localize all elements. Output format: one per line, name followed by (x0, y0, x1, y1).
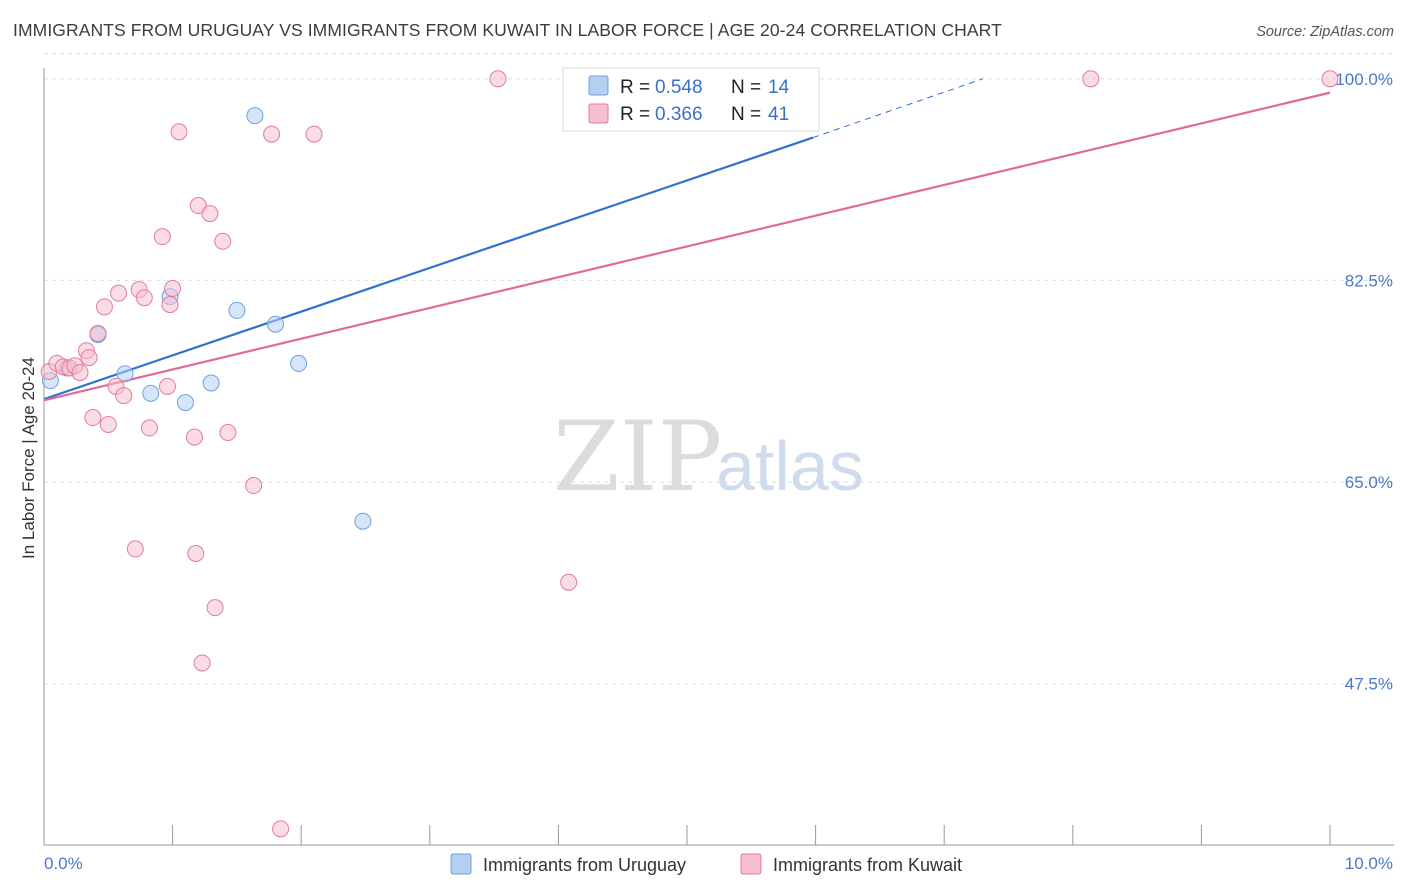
trend-lines (43, 78, 1331, 402)
trend-line-uruguay (43, 136, 814, 401)
legend-n-value-1: 14 (768, 77, 790, 98)
point-kuwait-38 (1082, 70, 1100, 88)
watermark-atlas: atlas (716, 427, 864, 505)
point-uruguay-10 (266, 315, 284, 333)
point-kuwait-7 (80, 349, 98, 367)
y-tick-label-3: 100.0% (1335, 70, 1393, 89)
point-uruguay-3 (116, 365, 134, 383)
point-kuwait-20 (158, 377, 176, 395)
point-kuwait-13 (110, 284, 128, 302)
bottom-legend-label-kuwait: Immigrants from Kuwait (773, 855, 962, 875)
point-kuwait-39 (1321, 70, 1339, 88)
legend-r-value-2: 0.366 (655, 104, 703, 125)
point-kuwait-33 (272, 820, 290, 838)
point-kuwait-10 (95, 298, 113, 316)
source-credit: Source: ZipAtlas.com (1256, 24, 1394, 40)
point-kuwait-22 (164, 280, 182, 297)
point-kuwait-29 (206, 599, 224, 617)
point-uruguay-7 (202, 374, 220, 392)
point-kuwait-9 (89, 324, 107, 342)
legend-n-label-2: N = (731, 104, 761, 125)
point-kuwait-14 (115, 387, 133, 405)
y-tick-labels: 47.5% 65.0% 82.5% 100.0% (1335, 70, 1393, 694)
legend-n-label-1: N = (731, 77, 761, 98)
point-kuwait-37 (560, 573, 578, 591)
point-uruguay-9 (246, 107, 264, 125)
point-uruguay-11 (290, 354, 308, 372)
bottom-legend-swatch-kuwait (740, 853, 762, 875)
point-kuwait-32 (245, 477, 263, 495)
point-kuwait-26 (189, 197, 207, 215)
y-tick-label-1: 65.0% (1345, 473, 1393, 492)
point-kuwait-25 (187, 545, 205, 562)
point-kuwait-15 (126, 540, 144, 558)
y-axis-label: In Labor Force | Age 20-24 (19, 357, 38, 559)
bottom-legend-label-uruguay: Immigrants from Uruguay (483, 855, 686, 875)
bottom-legend: Immigrants from Uruguay Immigrants from … (450, 853, 962, 875)
point-kuwait-34 (263, 125, 281, 143)
legend-box: R = 0.548 N = 14 R = 0.366 N = 41 (562, 67, 820, 132)
point-kuwait-31 (219, 424, 237, 442)
gridlines (44, 52, 1394, 685)
point-kuwait-35 (305, 125, 323, 143)
point-kuwait-28 (201, 205, 219, 223)
axes (43, 68, 1394, 846)
x-tick-label-min: 0.0% (44, 854, 83, 873)
point-kuwait-21 (161, 296, 179, 314)
trend-line-uruguay-extension (812, 78, 983, 139)
x-tick-label-max: 10.0% (1345, 854, 1393, 873)
point-kuwait-27 (193, 654, 211, 672)
point-kuwait-8 (84, 409, 102, 427)
point-kuwait-11 (99, 415, 117, 433)
point-kuwait-23 (170, 123, 188, 141)
y-tick-label-0: 47.5% (1345, 675, 1393, 694)
trend-line-kuwait (43, 91, 1331, 402)
y-tick-label-2: 82.5% (1345, 271, 1393, 290)
legend-r-label-2: R = (620, 104, 650, 125)
legend-n-value-2: 41 (768, 104, 789, 125)
point-uruguay-8 (228, 301, 246, 319)
point-kuwait-17 (135, 289, 153, 307)
chart-title: IMMIGRANTS FROM URUGUAY VS IMMIGRANTS FR… (13, 20, 1002, 40)
legend-r-label-1: R = (620, 77, 650, 98)
point-kuwait-24 (185, 428, 203, 446)
legend-swatch-uruguay (588, 75, 609, 96)
bottom-legend-swatch-uruguay (450, 853, 472, 875)
watermark: ZIP atlas (553, 401, 864, 513)
point-kuwait-19 (153, 228, 171, 246)
point-kuwait-18 (140, 419, 158, 437)
watermark-zip: ZIP (553, 401, 722, 513)
legend-r-value-1: 0.548 (655, 77, 703, 98)
point-uruguay-4 (142, 384, 160, 402)
point-kuwait-36 (489, 70, 507, 88)
legend-swatch-kuwait (588, 103, 609, 124)
point-uruguay-6 (176, 394, 194, 412)
point-kuwait-30 (214, 232, 232, 250)
point-uruguay-12 (354, 512, 372, 530)
point-kuwait-5 (71, 364, 89, 382)
x-tick-marks (172, 825, 1331, 845)
